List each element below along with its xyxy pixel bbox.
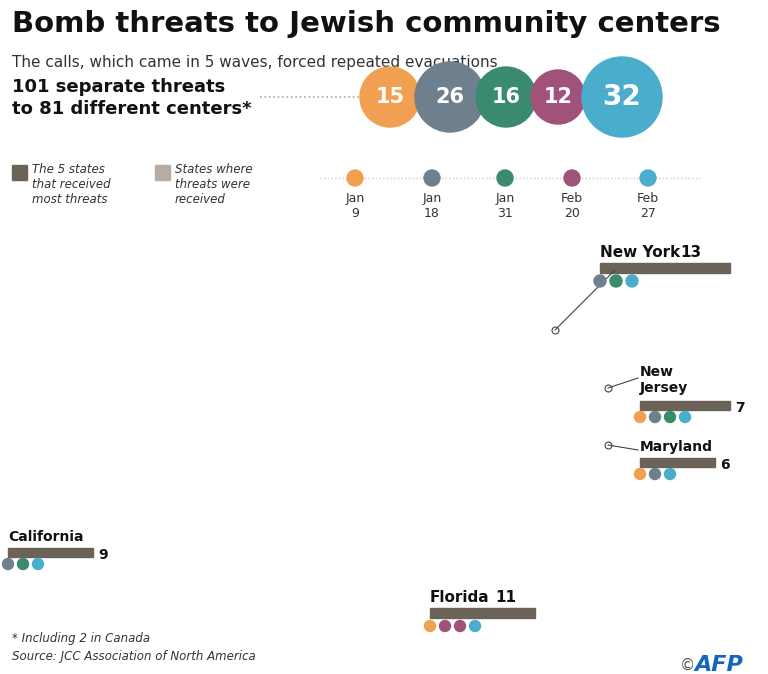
Text: 6: 6 [720,458,730,472]
Text: 32: 32 [603,83,641,111]
Bar [640,458,715,467]
Circle shape [634,468,645,479]
Circle shape [610,275,622,287]
Circle shape [582,57,662,137]
Text: 12: 12 [544,87,572,107]
Circle shape [650,468,660,479]
Text: 26: 26 [435,87,465,107]
Text: Jan
18: Jan 18 [422,192,442,220]
Text: 101 separate threats: 101 separate threats [12,78,225,96]
Circle shape [626,275,638,287]
Circle shape [360,67,420,127]
Bar [430,608,535,618]
Text: New York: New York [600,245,680,260]
Circle shape [425,621,435,632]
Circle shape [497,170,513,186]
Text: Jan
31: Jan 31 [495,192,515,220]
Text: States where
threats were
received: States where threats were received [175,163,253,206]
Text: Feb
20: Feb 20 [561,192,583,220]
Circle shape [347,170,363,186]
Text: New: New [640,365,674,379]
Text: Jersey: Jersey [640,381,688,395]
Bar [12,165,27,180]
Text: 7: 7 [735,401,745,415]
Text: Source: JCC Association of North America: Source: JCC Association of North America [12,650,256,663]
Text: Florida: Florida [430,590,490,605]
Circle shape [664,468,676,479]
Text: The calls, which came in 5 waves, forced repeated evacuations: The calls, which came in 5 waves, forced… [12,55,498,70]
Text: Feb
27: Feb 27 [637,192,659,220]
Circle shape [476,67,536,127]
Bar [640,401,730,410]
Circle shape [650,412,660,423]
Text: 11: 11 [495,590,516,605]
Text: 15: 15 [376,87,405,107]
Text: ©: © [680,658,695,673]
Circle shape [469,621,481,632]
Circle shape [32,559,44,570]
Circle shape [424,170,440,186]
Circle shape [18,559,28,570]
Circle shape [640,170,656,186]
Text: 9: 9 [98,548,108,562]
Text: to 81 different centers*: to 81 different centers* [12,100,252,118]
Text: 16: 16 [492,87,521,107]
Text: Bomb threats to Jewish community centers: Bomb threats to Jewish community centers [12,10,720,38]
Circle shape [531,70,585,124]
Circle shape [415,62,485,132]
Circle shape [664,412,676,423]
Bar [600,263,730,273]
Text: Jan
9: Jan 9 [346,192,365,220]
Text: California: California [8,530,84,544]
Circle shape [680,412,690,423]
Text: 13: 13 [680,245,701,260]
Bar [155,165,170,180]
Circle shape [455,621,465,632]
Circle shape [594,275,606,287]
Circle shape [634,412,645,423]
Circle shape [439,621,451,632]
Text: * Including 2 in Canada: * Including 2 in Canada [12,632,150,645]
Circle shape [564,170,580,186]
Text: Maryland: Maryland [640,440,713,454]
Text: The 5 states
that received
most threats: The 5 states that received most threats [32,163,111,206]
Text: AFP: AFP [694,655,743,674]
Bar [8,548,93,557]
Circle shape [2,559,14,570]
